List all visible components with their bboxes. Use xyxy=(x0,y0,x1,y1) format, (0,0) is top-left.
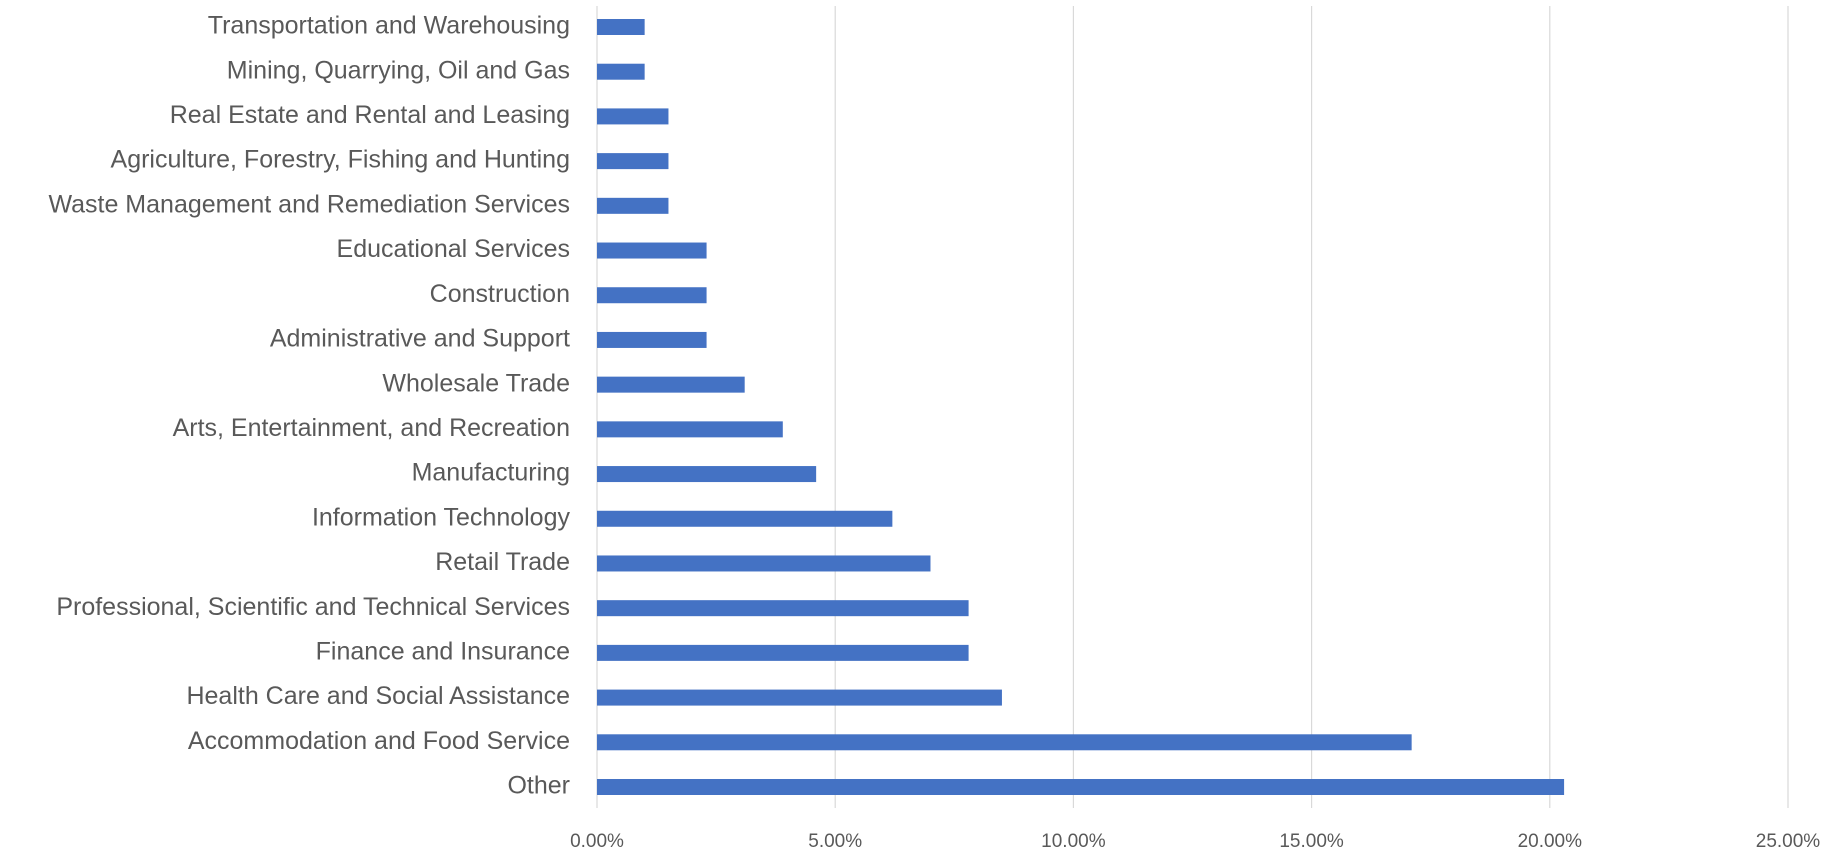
bar xyxy=(597,108,669,125)
bar xyxy=(597,510,893,527)
y-tick-label: Transportation and Warehousing xyxy=(208,12,570,40)
y-tick-label: Other xyxy=(507,772,570,800)
bar xyxy=(597,376,745,393)
bar xyxy=(597,644,969,661)
x-tick-label: 25.00% xyxy=(1756,831,1821,852)
y-tick-label: Accommodation and Food Service xyxy=(188,727,570,755)
bar xyxy=(597,153,669,170)
y-tick-label: Arts, Entertainment, and Recreation xyxy=(173,414,570,442)
y-tick-label: Construction xyxy=(430,280,570,308)
bar xyxy=(597,734,1412,751)
y-tick-label: Waste Management and Remediation Service… xyxy=(48,190,570,218)
bar xyxy=(597,555,931,572)
y-tick-label: Agriculture, Forestry, Fishing and Hunti… xyxy=(111,146,570,174)
y-tick-label: Retail Trade xyxy=(435,548,570,576)
bar xyxy=(597,331,707,348)
x-tick-label: 20.00% xyxy=(1518,831,1583,852)
bar xyxy=(597,19,645,35)
x-tick-label: 5.00% xyxy=(808,831,862,852)
y-tick-label: Real Estate and Rental and Leasing xyxy=(170,101,570,129)
x-tick-label: 15.00% xyxy=(1279,831,1344,852)
y-tick-label: Information Technology xyxy=(312,503,571,531)
bar xyxy=(597,421,783,438)
bar xyxy=(597,197,669,214)
x-tick-label: 0.00% xyxy=(570,831,624,852)
y-tick-label: Manufacturing xyxy=(412,459,570,487)
y-tick-label: Educational Services xyxy=(337,235,570,263)
y-tick-label: Administrative and Support xyxy=(270,325,570,353)
bar xyxy=(597,466,817,483)
y-tick-label: Finance and Insurance xyxy=(316,637,570,665)
bar xyxy=(597,287,707,304)
bar xyxy=(597,689,1002,706)
bar xyxy=(597,779,1565,795)
bar xyxy=(597,600,969,617)
y-tick-label: Mining, Quarrying, Oil and Gas xyxy=(227,56,570,84)
y-tick-label: Wholesale Trade xyxy=(382,369,570,397)
y-tick-label: Health Care and Social Assistance xyxy=(186,682,570,710)
bar xyxy=(597,63,645,80)
y-tick-label: Professional, Scientific and Technical S… xyxy=(56,593,570,621)
x-tick-label: 10.00% xyxy=(1041,831,1106,852)
bar xyxy=(597,242,707,259)
